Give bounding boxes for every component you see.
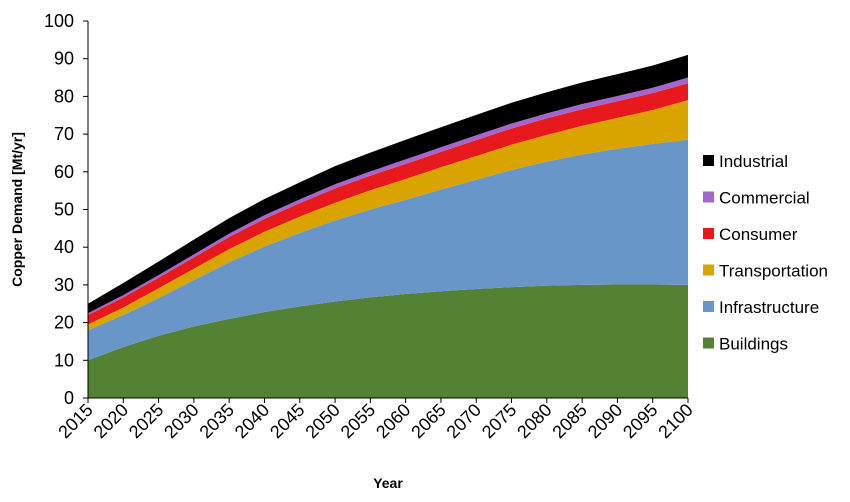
legend-label-buildings: Buildings	[719, 335, 788, 354]
area-consumer	[88, 83, 688, 325]
legend-swatch-transportation	[703, 264, 714, 276]
x-tick-label: 2090	[584, 400, 626, 442]
y-tick-label: 70	[54, 124, 74, 144]
x-axis-ticks: 2015202020252030203520402045205020552060…	[54, 398, 697, 442]
legend-swatch-commercial	[703, 191, 714, 203]
legend-label-commercial: Commercial	[719, 189, 810, 208]
x-tick-label: 2100	[654, 400, 696, 442]
legend-swatch-consumer	[703, 228, 714, 239]
x-tick-label: 2020	[90, 400, 132, 442]
y-tick-label: 30	[54, 275, 74, 295]
x-axis-title: Year	[373, 475, 403, 491]
legend-swatch-industrial	[703, 155, 714, 166]
y-tick-label: 50	[54, 200, 74, 220]
area-transportation	[88, 100, 688, 331]
y-axis-ticks: 0 10 20 30 40 50 60 70 80 90 100	[44, 11, 88, 408]
legend-label-industrial: Industrial	[719, 152, 788, 171]
legend-label-transportation: Transportation	[719, 262, 828, 281]
y-tick-label: 100	[44, 11, 74, 31]
y-tick-label: 20	[54, 313, 74, 333]
x-tick-label: 2085	[548, 400, 590, 442]
legend-swatch-infrastructure	[703, 301, 714, 312]
y-tick-label: 60	[54, 162, 74, 182]
x-tick-label: 2015	[54, 400, 96, 442]
y-axis-title: Copper Demand [Mt/yr]	[9, 132, 25, 287]
x-tick-label: 2040	[231, 400, 273, 442]
area-industrial	[88, 54, 688, 314]
area-infrastructure	[88, 139, 688, 361]
x-tick-label: 2030	[160, 400, 202, 442]
x-tick-label: 2035	[196, 400, 238, 442]
x-tick-label: 2045	[266, 400, 308, 442]
x-tick-label: 2080	[513, 400, 555, 442]
y-tick-label: 10	[54, 350, 74, 370]
x-tick-label: 2070	[443, 400, 485, 442]
x-tick-label: 2060	[372, 400, 414, 442]
y-tick-label: 80	[54, 86, 74, 106]
legend: Industrial Commercial Consumer Transportati…	[703, 152, 828, 354]
legend-label-infrastructure: Infrastructure	[719, 298, 819, 317]
y-tick-label: 90	[54, 49, 74, 69]
x-tick-label: 2075	[478, 400, 520, 442]
legend-label-consumer: Consumer	[719, 225, 798, 244]
legend-swatch-buildings	[703, 337, 714, 349]
y-tick-label: 40	[54, 237, 74, 257]
area-buildings	[88, 284, 688, 398]
x-tick-label: 2065	[407, 400, 449, 442]
x-tick-label: 2055	[337, 400, 379, 442]
x-tick-label: 2095	[619, 400, 661, 442]
x-tick-label: 2025	[125, 400, 167, 442]
y-tick-label: 0	[64, 388, 74, 408]
area-series-group	[88, 54, 688, 398]
x-tick-label: 2050	[301, 400, 343, 442]
